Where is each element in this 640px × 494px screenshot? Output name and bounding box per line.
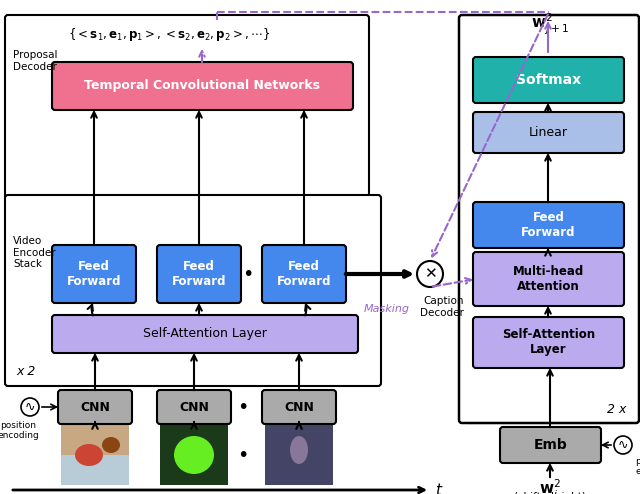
Bar	[160, 425, 228, 485]
Bar	[265, 425, 333, 485]
Text: x 2: x 2	[16, 365, 35, 378]
Text: 2 x: 2 x	[607, 403, 626, 416]
FancyBboxPatch shape	[58, 390, 132, 424]
FancyBboxPatch shape	[5, 195, 381, 386]
FancyBboxPatch shape	[459, 15, 639, 423]
Text: Feed
Forward: Feed Forward	[521, 211, 576, 239]
Text: Masking: Masking	[364, 304, 410, 314]
Ellipse shape	[290, 436, 308, 464]
Text: Feed
Forward: Feed Forward	[67, 260, 121, 288]
Bar	[61, 455, 129, 485]
Text: •: •	[243, 264, 253, 284]
Text: ∿: ∿	[25, 401, 35, 413]
FancyBboxPatch shape	[157, 245, 241, 303]
FancyBboxPatch shape	[500, 427, 601, 463]
FancyBboxPatch shape	[262, 245, 346, 303]
Text: Linear: Linear	[529, 126, 568, 139]
FancyBboxPatch shape	[473, 112, 624, 153]
FancyBboxPatch shape	[473, 57, 624, 103]
Text: Softmax: Softmax	[516, 73, 581, 87]
Text: $t$: $t$	[435, 482, 444, 494]
Text: CNN: CNN	[179, 401, 209, 413]
Circle shape	[21, 398, 39, 416]
FancyBboxPatch shape	[262, 390, 336, 424]
Text: position
encoding: position encoding	[0, 421, 39, 440]
FancyBboxPatch shape	[157, 390, 231, 424]
Text: ∿: ∿	[618, 439, 628, 452]
Ellipse shape	[174, 436, 214, 474]
FancyBboxPatch shape	[52, 245, 136, 303]
Text: $\mathbf{w}^2_{j+1}$: $\mathbf{w}^2_{j+1}$	[531, 12, 569, 37]
Text: •: •	[237, 398, 249, 416]
Text: Temporal Convolutional Networks: Temporal Convolutional Networks	[84, 80, 321, 92]
Text: Feed
Forward: Feed Forward	[172, 260, 227, 288]
Circle shape	[614, 436, 632, 454]
Text: Proposal
Decoder: Proposal Decoder	[13, 50, 58, 72]
FancyBboxPatch shape	[473, 317, 624, 368]
Text: $\{<\mathbf{s}_1,\mathbf{e}_1,\mathbf{p}_1>, <\mathbf{s}_2,\mathbf{e}_2,\mathbf{: $\{<\mathbf{s}_1,\mathbf{e}_1,\mathbf{p}…	[68, 26, 270, 43]
FancyBboxPatch shape	[473, 252, 624, 306]
Ellipse shape	[75, 444, 103, 466]
Text: Self-Attention Layer: Self-Attention Layer	[143, 328, 267, 340]
Text: Feed
Forward: Feed Forward	[276, 260, 332, 288]
Bar	[61, 425, 129, 485]
Text: Caption
Decoder: Caption Decoder	[420, 296, 464, 318]
FancyBboxPatch shape	[52, 315, 358, 353]
Text: CNN: CNN	[80, 401, 110, 413]
Text: Video
Encoder
Stack: Video Encoder Stack	[13, 236, 56, 269]
Text: Self-Attention
Layer: Self-Attention Layer	[502, 329, 595, 357]
Text: (shifted right): (shifted right)	[514, 492, 586, 494]
FancyBboxPatch shape	[465, 192, 633, 423]
Ellipse shape	[102, 437, 120, 453]
Text: •: •	[237, 446, 249, 464]
Text: CNN: CNN	[284, 401, 314, 413]
Text: $\mathbf{w}^2_j$: $\mathbf{w}^2_j$	[539, 478, 561, 494]
Text: Emb: Emb	[534, 438, 568, 452]
Circle shape	[417, 261, 443, 287]
Text: position
encoding: position encoding	[635, 457, 640, 476]
FancyBboxPatch shape	[5, 15, 369, 199]
FancyBboxPatch shape	[52, 62, 353, 110]
FancyBboxPatch shape	[473, 202, 624, 248]
Text: Multi-head
Attention: Multi-head Attention	[513, 265, 584, 293]
Text: ✕: ✕	[424, 266, 436, 282]
